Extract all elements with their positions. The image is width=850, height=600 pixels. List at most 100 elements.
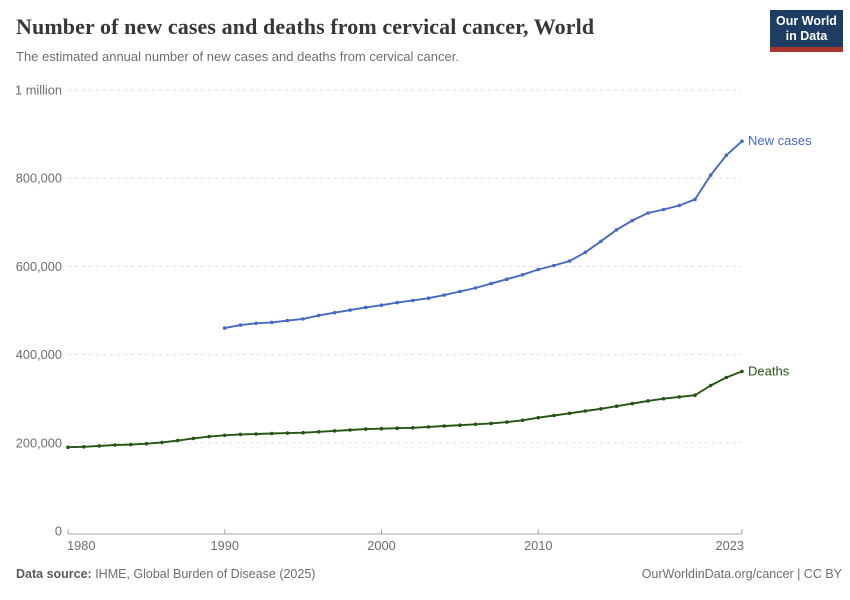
series-point[interactable] <box>270 320 274 325</box>
series-point[interactable] <box>630 401 635 406</box>
series-point[interactable] <box>693 393 697 398</box>
series-line-deaths[interactable] <box>67 370 743 449</box>
series-point[interactable] <box>442 293 447 297</box>
x-tick-label-2010: 2010 <box>524 538 552 553</box>
x-tick-label-1990: 1990 <box>211 538 239 553</box>
series-point[interactable] <box>113 443 117 447</box>
series-point[interactable] <box>708 173 713 177</box>
series-point[interactable] <box>536 415 540 420</box>
series-point[interactable] <box>379 303 384 308</box>
series-point[interactable] <box>175 438 180 443</box>
series-point[interactable] <box>661 207 666 212</box>
series-point[interactable] <box>473 286 478 290</box>
series-point[interactable] <box>567 411 572 416</box>
owid-link[interactable]: OurWorldinData.org/cancer | CC BY <box>641 567 842 581</box>
series-point[interactable] <box>505 277 509 282</box>
series-point[interactable] <box>646 399 650 403</box>
series-point[interactable] <box>442 424 447 428</box>
series-label-new-cases[interactable]: New cases <box>748 133 812 148</box>
series-point[interactable] <box>364 305 368 310</box>
series-point[interactable] <box>222 433 227 438</box>
series-point[interactable] <box>301 317 305 321</box>
series-point[interactable] <box>128 442 133 447</box>
series-point[interactable] <box>207 434 211 439</box>
y-tick-label: 600,000 <box>16 259 62 274</box>
series-point[interactable] <box>552 263 556 268</box>
series-point[interactable] <box>520 273 525 277</box>
series-point[interactable] <box>426 296 431 301</box>
series-point[interactable] <box>348 308 352 312</box>
series-line-new-cases[interactable] <box>223 140 743 330</box>
series-point[interactable] <box>332 310 337 315</box>
series-point[interactable] <box>238 432 243 437</box>
series-point[interactable] <box>364 427 368 431</box>
series-point[interactable] <box>536 267 540 272</box>
series-point[interactable] <box>270 431 274 436</box>
series-point[interactable] <box>677 395 682 399</box>
series-point[interactable] <box>97 444 102 448</box>
series-point[interactable] <box>458 423 462 428</box>
series-point[interactable] <box>708 383 713 388</box>
series-point[interactable] <box>567 259 572 263</box>
series-point[interactable] <box>238 323 243 327</box>
series-point[interactable] <box>191 436 196 441</box>
chart-footer: Data source: IHME, Global Burden of Dise… <box>16 567 842 581</box>
series-point[interactable] <box>677 203 682 208</box>
chart-header: Number of new cases and deaths from cerv… <box>16 14 766 64</box>
owid-logo-line2: in Data <box>785 28 828 43</box>
series-point[interactable] <box>740 139 744 143</box>
owid-logo[interactable]: Our World in Data <box>770 10 843 52</box>
y-tick-label: 1 million <box>15 83 62 98</box>
series-point[interactable] <box>599 407 603 411</box>
series-point[interactable] <box>458 289 462 294</box>
series-point[interactable] <box>583 250 588 255</box>
series-point[interactable] <box>411 298 415 303</box>
series-point[interactable] <box>317 430 321 434</box>
series-point[interactable] <box>301 430 305 435</box>
y-tick-label: 200,000 <box>16 435 62 450</box>
series-point[interactable] <box>630 218 635 223</box>
series-point[interactable] <box>583 409 588 413</box>
series-point[interactable] <box>222 326 227 330</box>
series-point[interactable] <box>285 318 290 323</box>
series-point[interactable] <box>379 426 384 431</box>
series-point[interactable] <box>317 313 321 318</box>
series-point[interactable] <box>489 421 494 426</box>
series-point[interactable] <box>740 369 744 374</box>
series-point[interactable] <box>411 426 415 430</box>
series-point[interactable] <box>254 321 258 326</box>
series-point[interactable] <box>81 445 86 449</box>
series-point[interactable] <box>348 428 352 432</box>
series-point[interactable] <box>505 420 509 424</box>
series-point[interactable] <box>426 425 431 429</box>
series-point[interactable] <box>332 429 337 433</box>
series-point[interactable] <box>285 431 290 435</box>
series-point[interactable] <box>395 426 400 431</box>
series-point[interactable] <box>473 422 478 427</box>
data-source-label: Data source: <box>16 567 92 581</box>
chart-title: Number of new cases and deaths from cerv… <box>16 14 595 39</box>
series-point[interactable] <box>599 239 603 244</box>
y-tick-label: 800,000 <box>16 171 62 186</box>
x-tick-label-2023: 2023 <box>716 538 744 553</box>
series-point[interactable] <box>160 440 164 445</box>
series-point[interactable] <box>724 375 729 380</box>
series-point[interactable] <box>661 396 666 401</box>
series-point[interactable] <box>254 432 258 436</box>
series-point[interactable] <box>724 153 729 158</box>
series-point[interactable] <box>552 413 556 418</box>
series-point[interactable] <box>395 300 400 305</box>
data-source-text: IHME, Global Burden of Disease (2025) <box>91 567 316 581</box>
series-point[interactable] <box>520 418 525 423</box>
series-point[interactable] <box>614 228 619 232</box>
y-tick-label: 400,000 <box>16 347 62 362</box>
series-point[interactable] <box>646 211 650 215</box>
y-tick-label: 0 <box>55 524 62 539</box>
series-point[interactable] <box>489 281 494 286</box>
series-point[interactable] <box>144 441 149 446</box>
series-point[interactable] <box>66 445 70 450</box>
series-point[interactable] <box>614 404 619 409</box>
series-point[interactable] <box>693 197 697 202</box>
series-label-deaths[interactable]: Deaths <box>748 363 790 378</box>
